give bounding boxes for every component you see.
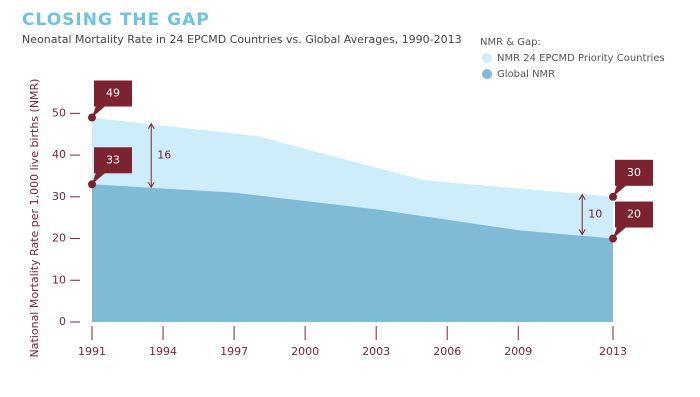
value-label: 30 xyxy=(627,166,641,179)
legend-swatch xyxy=(482,69,492,79)
value-label: 49 xyxy=(106,87,120,100)
x-tick-label: 1991 xyxy=(78,345,106,358)
gap-label: 10 xyxy=(588,208,602,221)
area xyxy=(92,184,613,322)
y-tick-label: 0 xyxy=(59,315,66,328)
x-tick-label: 2009 xyxy=(504,345,532,358)
y-tick-label: 30 xyxy=(52,190,66,203)
x-tick-label: 2000 xyxy=(291,345,319,358)
callout-pointer xyxy=(613,226,627,239)
callout-pointer xyxy=(613,184,627,197)
callout-box xyxy=(94,147,132,174)
gap-label: 16 xyxy=(157,148,171,161)
legend-label: NMR 24 EPCMD Priority Countries xyxy=(497,53,665,64)
arrow-head xyxy=(578,193,586,236)
callout-box xyxy=(615,201,653,228)
y-tick-label: 50 xyxy=(52,106,66,119)
callout-box xyxy=(94,80,132,107)
point xyxy=(609,192,617,201)
point xyxy=(88,113,96,122)
arrow-head xyxy=(147,122,155,189)
y-axis-label: National Mortality Rate per 1,000 live b… xyxy=(28,79,41,358)
chart-subtitle: Neonatal Mortality Rate in 24 EPCMD Coun… xyxy=(22,33,462,46)
x-tick-label: 2013 xyxy=(599,345,627,358)
x-tick-label: 1997 xyxy=(220,345,248,358)
callout-pointer xyxy=(92,105,106,118)
x-tick-label: 1994 xyxy=(149,345,177,358)
y-tick-label: 10 xyxy=(52,273,66,286)
legend-title: NMR & Gap: xyxy=(480,37,541,48)
callout-pointer xyxy=(92,172,106,185)
value-label: 33 xyxy=(106,153,120,166)
legend-swatch xyxy=(482,53,492,63)
value-label: 20 xyxy=(627,208,641,221)
chart-title: CLOSING THE GAP xyxy=(22,10,210,30)
point xyxy=(609,234,617,243)
y-tick-label: 40 xyxy=(52,148,66,161)
y-tick-label: 20 xyxy=(52,232,66,245)
legend-label: Global NMR xyxy=(497,69,555,80)
point xyxy=(88,180,96,189)
x-tick-label: 2003 xyxy=(362,345,390,358)
x-tick-label: 2006 xyxy=(433,345,461,358)
callout-box xyxy=(615,159,653,186)
